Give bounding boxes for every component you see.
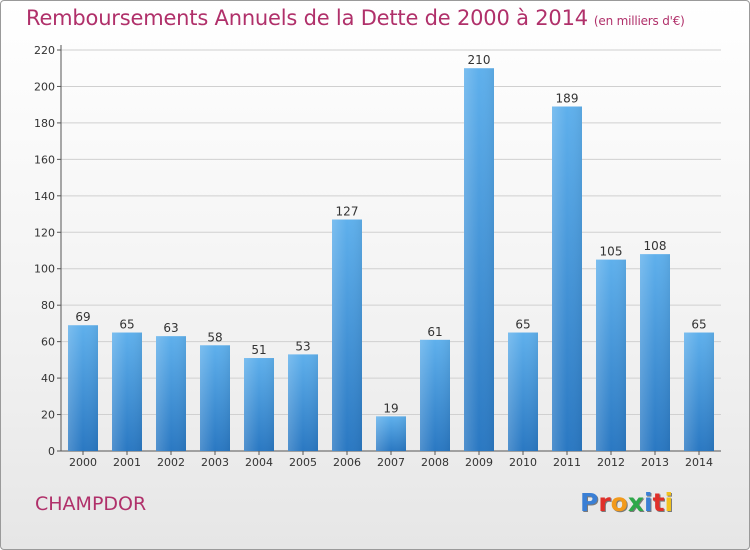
- x-tick-label: 2001: [113, 456, 141, 469]
- bar-shine: [244, 358, 274, 451]
- x-tick-label: 2008: [421, 456, 449, 469]
- bar-shine: [288, 354, 318, 451]
- y-tick-label: 100: [34, 263, 55, 276]
- place-name: CHAMPDOR: [35, 493, 147, 515]
- bar-shine: [112, 332, 142, 451]
- value-label: 53: [295, 339, 310, 353]
- x-tick-label: 2005: [289, 456, 317, 469]
- logo-letter: x: [627, 488, 644, 517]
- x-tick-label: 2012: [597, 456, 625, 469]
- value-label: 61: [427, 325, 442, 339]
- bar-shine: [640, 254, 670, 451]
- x-tick-label: 2011: [553, 456, 581, 469]
- y-tick-label: 180: [34, 117, 55, 130]
- bar-shine: [684, 332, 714, 451]
- x-tick-label: 2000: [69, 456, 97, 469]
- x-tick-label: 2002: [157, 456, 185, 469]
- x-tick-label: 2003: [201, 456, 229, 469]
- y-tick-label: 160: [34, 153, 55, 166]
- value-label: 108: [644, 239, 667, 253]
- logo-letter: i: [664, 488, 674, 517]
- x-tick-label: 2007: [377, 456, 405, 469]
- value-label: 127: [336, 205, 359, 219]
- y-tick-label: 40: [41, 372, 55, 385]
- y-tick-label: 20: [41, 409, 55, 422]
- bar-shine: [376, 416, 406, 451]
- y-tick-label: 0: [48, 445, 55, 458]
- value-label: 63: [163, 321, 178, 335]
- bar-shine: [552, 106, 582, 451]
- proxiti-logo[interactable]: Proxiti: [580, 488, 673, 517]
- value-label: 210: [468, 53, 491, 67]
- logo-letter: r: [598, 488, 611, 517]
- value-label: 105: [600, 245, 623, 259]
- value-label: 69: [75, 310, 90, 324]
- logo-letter: t: [652, 488, 665, 517]
- y-tick-label: 120: [34, 226, 55, 239]
- bar-shine: [420, 339, 450, 451]
- value-label: 19: [383, 401, 398, 415]
- value-label: 65: [515, 318, 530, 332]
- bars: [68, 68, 714, 452]
- y-tick-label: 200: [34, 80, 55, 93]
- x-tick-label: 2006: [333, 456, 361, 469]
- value-label: 58: [207, 330, 222, 344]
- y-tick-label: 80: [41, 299, 55, 312]
- bar-shine: [68, 325, 98, 451]
- value-label: 189: [556, 92, 579, 106]
- labels: 0 20 40 60 80 100 120 140 160 180 200 220 69 2000 65 20…: [34, 44, 713, 469]
- value-label: 65: [119, 318, 134, 332]
- logo-letter: i: [644, 488, 653, 517]
- x-tick-label: 2004: [245, 456, 273, 469]
- chart-unit: (en milliers d'€): [593, 14, 685, 28]
- y-tick-label: 140: [34, 190, 55, 203]
- bar-shine: [596, 259, 626, 451]
- x-tick-label: 2013: [641, 456, 669, 469]
- x-tick-label: 2014: [685, 456, 713, 469]
- chart-title-text: Remboursements Annuels de la Dette de 20…: [26, 6, 588, 30]
- bar-shine: [464, 68, 494, 452]
- bar-shine: [200, 345, 230, 451]
- bar-shine: [508, 332, 538, 451]
- y-tick-label: 220: [34, 44, 55, 57]
- logo-letter: o: [610, 488, 628, 517]
- y-tick-label: 60: [41, 336, 55, 349]
- bar-shine: [332, 219, 362, 451]
- chart-title: Remboursements Annuels de la Dette de 20…: [26, 6, 685, 30]
- value-label: 65: [691, 318, 706, 332]
- logo-letter: P: [580, 488, 599, 517]
- bar-shine: [156, 336, 186, 451]
- x-tick-label: 2009: [465, 456, 493, 469]
- value-label: 51: [251, 343, 266, 357]
- x-tick-label: 2010: [509, 456, 537, 469]
